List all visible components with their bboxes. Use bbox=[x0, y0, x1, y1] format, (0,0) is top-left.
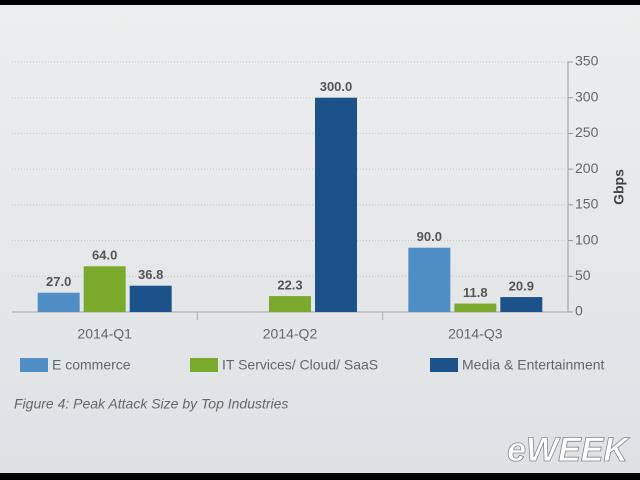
legend-swatch bbox=[430, 358, 458, 372]
value-label: 27.0 bbox=[46, 274, 71, 289]
y-tick-label: 0 bbox=[575, 303, 583, 319]
legend-label: E commerce bbox=[52, 357, 131, 373]
bar bbox=[83, 266, 126, 312]
value-label: 20.9 bbox=[509, 279, 534, 294]
y-tick-label: 50 bbox=[575, 267, 591, 283]
y-tick-label: 100 bbox=[575, 231, 599, 247]
value-label: 90.0 bbox=[417, 229, 442, 244]
bar bbox=[37, 292, 80, 312]
bar bbox=[269, 296, 311, 312]
value-label: 11.8 bbox=[463, 285, 488, 300]
legend-swatch bbox=[190, 358, 218, 372]
value-label: 300.0 bbox=[320, 79, 353, 94]
legend-label: IT Services/ Cloud/ SaaS bbox=[222, 357, 378, 373]
bar bbox=[315, 97, 357, 312]
legend-label: Media & Entertainment bbox=[462, 357, 605, 373]
bar bbox=[454, 303, 497, 312]
x-tick-label: 2014-Q1 bbox=[77, 326, 132, 342]
legend-swatch bbox=[20, 358, 48, 372]
value-label: 64.0 bbox=[92, 248, 117, 263]
value-label: 36.8 bbox=[138, 267, 163, 282]
bar bbox=[500, 297, 543, 312]
value-label: 22.3 bbox=[277, 278, 302, 293]
bar bbox=[129, 285, 172, 312]
y-tick-label: 300 bbox=[575, 88, 599, 104]
x-tick-label: 2014-Q3 bbox=[448, 326, 503, 342]
x-tick-label: 2014-Q2 bbox=[263, 326, 318, 342]
bar bbox=[408, 247, 451, 312]
watermark: eWEEK bbox=[507, 431, 630, 469]
caption: Figure 4: Peak Attack Size by Top Indust… bbox=[14, 396, 288, 412]
y-tick-label: 150 bbox=[575, 196, 599, 212]
y-tick-label: 350 bbox=[575, 53, 599, 69]
y-axis-label: Gbps bbox=[611, 169, 627, 205]
y-tick-label: 250 bbox=[575, 124, 599, 140]
y-tick-label: 200 bbox=[575, 160, 599, 176]
